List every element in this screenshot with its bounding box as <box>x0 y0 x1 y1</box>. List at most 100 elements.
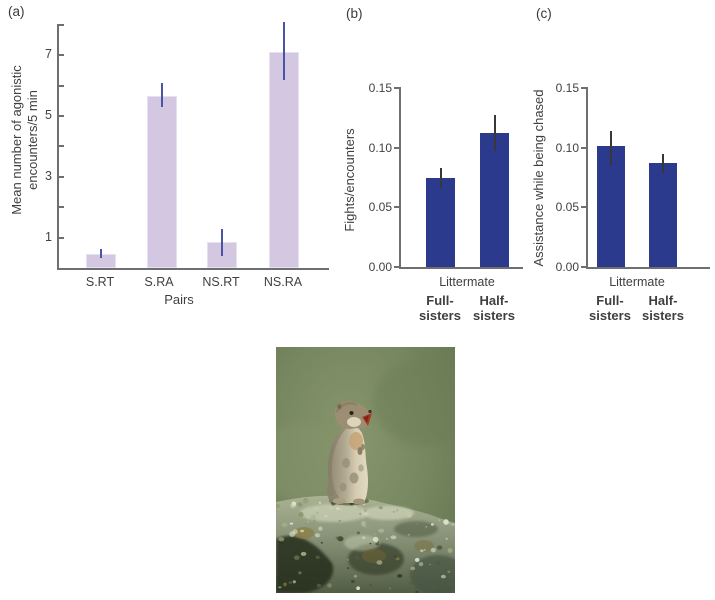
x-axis-a <box>57 268 329 270</box>
squirrel-fur-spot <box>349 472 359 484</box>
lichen-speckle <box>327 583 332 588</box>
y-axis-title-c: Assistance while being chased <box>531 89 546 267</box>
squirrel-back-shading <box>327 424 348 501</box>
lichen-speckle <box>346 567 350 570</box>
y-tick-a <box>59 84 64 87</box>
meadow-blur-patch <box>373 357 455 447</box>
lichen-speckle <box>276 509 278 513</box>
lichen-rock <box>276 495 455 593</box>
lichen-speckle <box>288 581 293 584</box>
lichen-speckle <box>369 584 372 586</box>
lichen-speckle <box>324 514 328 518</box>
squirrel-chest-patch <box>349 432 363 450</box>
error-bar-a-3 <box>283 21 285 80</box>
y-tick-label-a: 5 <box>45 108 52 122</box>
error-bar-a-1 <box>160 82 163 107</box>
y-tick-label-c: 0.05 <box>555 200 579 215</box>
x-axis-c <box>586 267 710 269</box>
category-label-nsrt: NS.RT <box>202 275 240 289</box>
y-tick-label-b: 0.15 <box>368 81 392 95</box>
category-label-b-full: Full- sisters <box>405 293 475 323</box>
lichen-speckle <box>443 519 449 525</box>
lichen-speckle <box>298 571 302 575</box>
y-tick-b <box>394 146 399 149</box>
x-axis-b <box>399 267 523 269</box>
category-label-c-full-line2: sisters <box>589 308 631 323</box>
lichen-speckle <box>386 538 388 540</box>
ochre-lichen-patch <box>414 540 434 552</box>
lichen-speckle <box>430 523 434 526</box>
lichen-speckle <box>395 557 400 561</box>
lichen-speckle <box>362 517 365 519</box>
squirrel-fur-spot <box>342 458 350 468</box>
lichen-speckle <box>317 533 321 536</box>
squirrel-mouth-interior <box>364 415 369 423</box>
y-tick-label-c: 0.10 <box>555 140 579 155</box>
lichen-speckle <box>278 586 282 589</box>
squirrel-hind-foot <box>353 498 365 505</box>
lichen-speckle <box>359 513 362 515</box>
lichen-speckle <box>377 541 380 543</box>
lichen-speckle <box>409 582 413 585</box>
lichen-speckle <box>316 512 319 514</box>
lichen-speckle <box>415 523 418 525</box>
bar-c-0 <box>596 146 625 267</box>
lichen-speckle <box>294 555 300 560</box>
rock-shadow-patch <box>276 535 334 593</box>
lichen-speckle <box>393 555 397 558</box>
group-label-c: Littermate <box>609 275 665 289</box>
category-label-b-full-line2: sisters <box>419 308 461 323</box>
lichen-speckle <box>292 540 294 542</box>
lichen-speckle <box>278 509 280 510</box>
lichen-speckle <box>290 503 296 509</box>
lichen-speckle <box>396 509 399 512</box>
error-bar-b-1 <box>493 115 496 152</box>
lichen-speckle <box>297 502 303 507</box>
y-tick-b <box>394 87 399 89</box>
category-label-c-half: Half- sisters <box>628 293 698 323</box>
lichen-speckle <box>351 579 355 584</box>
lichen-speckle <box>415 590 419 593</box>
ochre-lichen-patch <box>362 549 386 563</box>
lichen-band <box>344 535 380 551</box>
lichen-speckle <box>450 522 455 526</box>
error-bar-c-1 <box>662 153 664 173</box>
lichen-speckle <box>449 582 454 586</box>
ochre-lichen-patch <box>294 527 314 539</box>
y-tick-label-a: 1 <box>45 229 52 244</box>
lichen-speckle <box>376 560 383 565</box>
lichen-speckle <box>315 555 320 559</box>
lichen-speckle <box>305 516 310 519</box>
lichen-speckle <box>420 549 424 552</box>
bar-c-1 <box>649 163 677 267</box>
ground-squirrel <box>327 400 372 506</box>
y-tick-label-a: 3 <box>45 168 52 183</box>
lichen-speckle <box>369 542 372 545</box>
y-axis-a <box>57 24 59 270</box>
lichen-speckle <box>339 508 342 510</box>
squirrel-ear-inner <box>337 404 342 409</box>
lichen-speckle <box>407 533 410 536</box>
error-bar-a-0 <box>99 249 102 258</box>
lichen-speckle <box>281 522 288 528</box>
category-label-b-half: Half- sisters <box>459 293 529 323</box>
y-tick-a <box>59 145 64 148</box>
category-label-c-full: Full- sisters <box>575 293 645 323</box>
lichen-speckle <box>445 537 448 540</box>
squirrel-front-paw <box>357 447 363 455</box>
lichen-speckle <box>353 574 358 578</box>
lichen-speckle <box>437 545 443 550</box>
x-axis-title-a: Pairs <box>164 292 194 307</box>
lichen-speckle <box>356 586 360 590</box>
lichen-speckle <box>447 522 451 524</box>
lichen-speckle <box>327 563 331 566</box>
lichen-speckle <box>397 574 403 578</box>
y-tick-label-b: 0.10 <box>368 140 392 155</box>
y-tick-c <box>581 146 586 149</box>
category-label-sra: S.RA <box>144 275 174 289</box>
lichen-speckle <box>316 583 322 588</box>
lichen-speckle <box>392 510 396 513</box>
y-tick-label-b: 0.05 <box>368 200 392 215</box>
y-tick-label-b: 0.00 <box>368 260 392 274</box>
y-tick-c <box>581 87 586 89</box>
